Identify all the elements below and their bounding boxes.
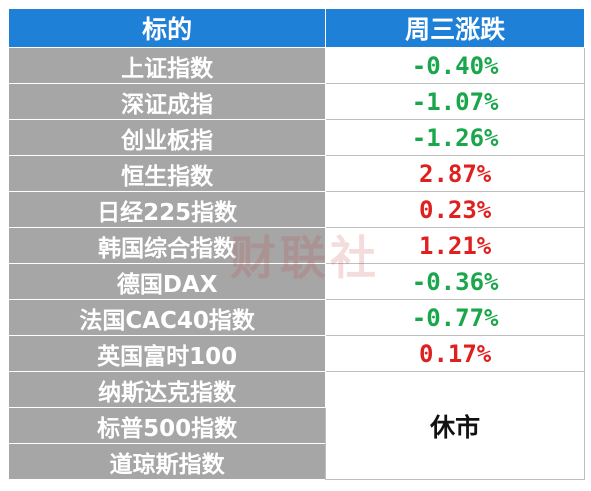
- index-name: 道琼斯指数: [7, 443, 327, 480]
- change-value: -1.26%: [325, 119, 585, 156]
- row: 英国富时100 0.17%: [7, 335, 585, 372]
- row: 日经225指数 0.23%: [7, 191, 585, 228]
- row: 深证成指 -1.07%: [7, 83, 585, 120]
- index-name: 英国富时100: [7, 335, 327, 372]
- index-name: 日经225指数: [7, 191, 327, 228]
- row: 法国CAC40指数 -0.77%: [7, 299, 585, 336]
- index-table: 标的 周三涨跌 上证指数 -0.40% 深证成指 -1.07% 创业板指 -1.26% 恒生…: [7, 8, 585, 480]
- change-value: -0.40%: [325, 47, 585, 84]
- index-name: 深证成指: [7, 83, 327, 120]
- row: 纳斯达克指数 休市: [7, 371, 585, 480]
- row: 创业板指 -1.26%: [7, 119, 585, 156]
- change-value: 2.87%: [325, 155, 585, 192]
- change-value: 0.17%: [325, 335, 585, 372]
- index-name: 标普500指数: [7, 407, 327, 444]
- index-name: 法国CAC40指数: [7, 299, 327, 336]
- row: 韩国综合指数 1.21%: [7, 227, 585, 264]
- row: 上证指数 -0.40%: [7, 47, 585, 84]
- header-row: 标的 周三涨跌: [7, 8, 585, 48]
- index-name: 纳斯达克指数: [7, 371, 327, 408]
- header-cell: 周三涨跌: [325, 8, 585, 48]
- row: 道琼斯指数: [7, 443, 585, 480]
- row: 德国DAX -0.36%: [7, 263, 585, 300]
- index-name: 创业板指: [7, 119, 327, 156]
- change-value: 1.21%: [325, 227, 585, 264]
- change-value: -0.77%: [325, 299, 585, 336]
- change-value: -1.07%: [325, 83, 585, 120]
- row: 恒生指数 2.87%: [7, 155, 585, 192]
- closed-label: 休市: [325, 371, 585, 480]
- change-value: 0.23%: [325, 191, 585, 228]
- index-name: 恒生指数: [7, 155, 327, 192]
- index-name: 韩国综合指数: [7, 227, 327, 264]
- index-name: 德国DAX: [7, 263, 327, 300]
- index-name: 上证指数: [7, 47, 327, 84]
- row: 标普500指数: [7, 407, 585, 444]
- change-value: -0.36%: [325, 263, 585, 300]
- table-body: 上证指数 -0.40% 深证成指 -1.07% 创业板指 -1.26% 恒生指数 2.87% 日…: [7, 47, 585, 480]
- header-cell: 标的: [7, 8, 327, 48]
